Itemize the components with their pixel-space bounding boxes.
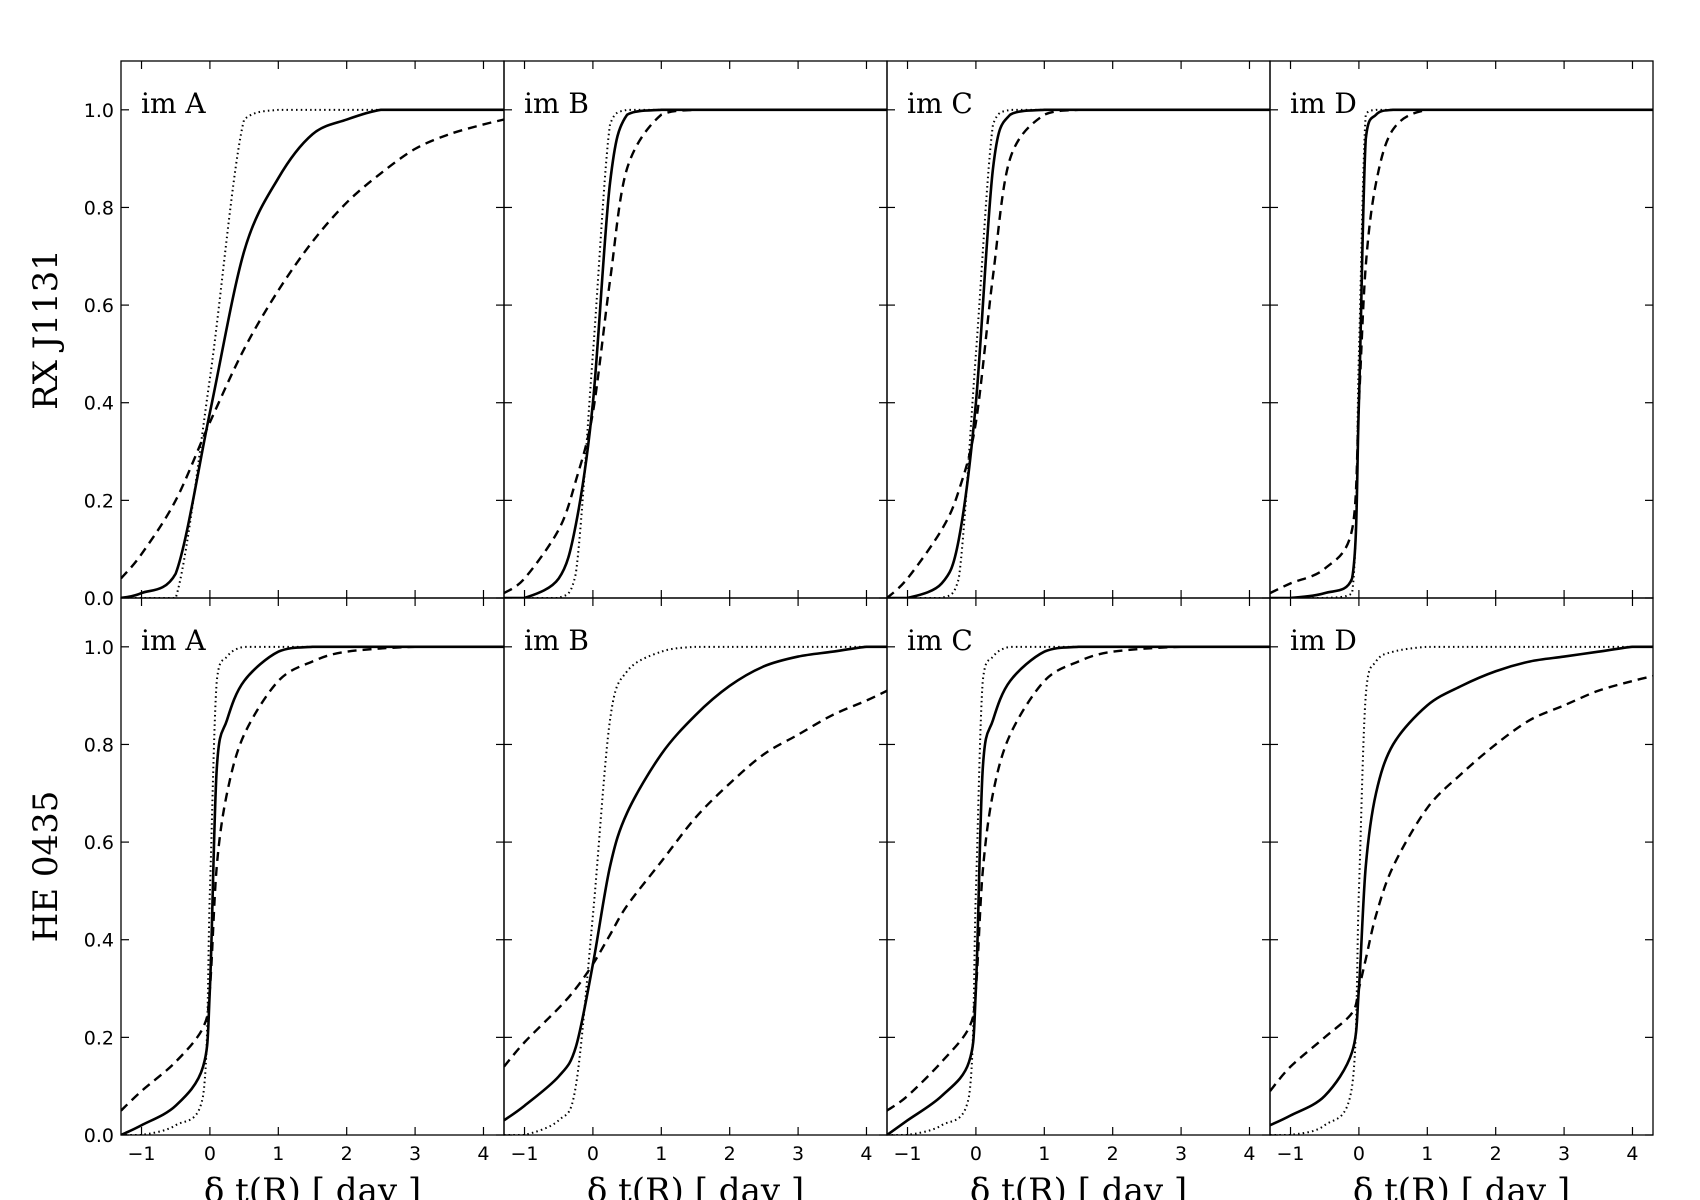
plot-frame xyxy=(120,597,505,1136)
x-tick-label: 3 xyxy=(792,1143,804,1165)
series-line-dotted xyxy=(1270,645,1653,1135)
y-tick-label: 0.2 xyxy=(84,490,114,512)
x-tick-label: 1 xyxy=(1038,1143,1050,1165)
x-axis-label: δ t(R) [ day ] xyxy=(1353,1171,1570,1200)
x-tick-label: −1 xyxy=(128,1143,156,1165)
x-tick-label: 3 xyxy=(1175,1143,1187,1165)
y-tick-label: 0.8 xyxy=(84,734,114,756)
series-line-solid xyxy=(121,645,504,1135)
x-tick-label: 4 xyxy=(860,1143,872,1165)
x-tick-label: 1 xyxy=(272,1143,284,1165)
x-tick-label: −1 xyxy=(894,1143,922,1165)
panel-he0435-im-c: −1 0 1 2 3 4 im C δ t(R) [ day ] xyxy=(886,597,1271,1200)
x-tick-label: −1 xyxy=(1277,1143,1305,1165)
y-tick-label: 0.6 xyxy=(84,832,114,854)
x-tick-label: 3 xyxy=(409,1143,421,1165)
series-line-dotted xyxy=(887,645,1270,1135)
x-tick-label: 4 xyxy=(1243,1143,1255,1165)
y-tick-label: 0.8 xyxy=(84,197,114,219)
y-tick-label: 0.4 xyxy=(84,393,114,415)
panel-rxj1131-im-b: im B xyxy=(503,60,888,599)
plot-frame xyxy=(1269,60,1654,599)
x-axis-label: δ t(R) [ day ] xyxy=(587,1171,804,1200)
panel-he0435-im-a: 0.0 0.2 0.4 0.6 0.8 1.0 −1 0 1 2 3 4 im A δ t(R) [ da… xyxy=(84,597,505,1200)
panel-label: im A xyxy=(141,87,206,120)
y-tick-label: 0.0 xyxy=(84,588,114,610)
panel-label: im C xyxy=(907,87,973,120)
series-line-solid xyxy=(887,645,1270,1135)
series-line-dotted xyxy=(887,108,1270,598)
x-tick-label: 2 xyxy=(724,1143,736,1165)
series-line-dashed xyxy=(121,645,504,1112)
panel-label: im B xyxy=(524,624,589,657)
panel-rxj1131-im-d: im D xyxy=(1269,60,1654,599)
x-tick-label: 3 xyxy=(1558,1143,1570,1165)
x-tick-label: 2 xyxy=(1490,1143,1502,1165)
x-tick-label: 0 xyxy=(970,1143,982,1165)
plot-frame xyxy=(503,60,888,599)
plot-frame xyxy=(503,597,888,1136)
panel-rxj1131-im-c: im C xyxy=(886,60,1271,599)
row-label-he0435: HE 0435 xyxy=(26,791,66,943)
series-line-solid xyxy=(504,645,887,1122)
x-tick-label: 2 xyxy=(1107,1143,1119,1165)
x-tick-label: 1 xyxy=(1421,1143,1433,1165)
x-tick-label: 4 xyxy=(1626,1143,1638,1165)
y-tick-label: 0.0 xyxy=(84,1125,114,1147)
x-tick-label: 4 xyxy=(477,1143,489,1165)
series-line-dashed xyxy=(887,108,1270,598)
plot-frame xyxy=(886,597,1271,1136)
panel-label: im D xyxy=(1290,87,1357,120)
panel-label: im D xyxy=(1290,624,1357,657)
series-line-dashed xyxy=(1270,674,1653,1092)
x-axis-label: δ t(R) [ day ] xyxy=(204,1171,421,1200)
series-line-dotted xyxy=(121,645,504,1135)
series-line-solid xyxy=(1270,108,1653,598)
series-line-dashed xyxy=(887,645,1270,1112)
series-line-dashed xyxy=(504,108,887,595)
series-line-solid xyxy=(121,108,504,598)
panel-he0435-im-d: −1 0 1 2 3 4 im D δ t(R) [ day ] xyxy=(1269,597,1654,1200)
row-label-rxj1131: RX J1131 xyxy=(26,249,66,410)
series-line-dashed xyxy=(121,118,504,580)
y-tick-label: 0.4 xyxy=(84,930,114,952)
series-line-dashed xyxy=(504,689,887,1068)
y-tick-label: 1.0 xyxy=(84,637,114,659)
series-line-dotted xyxy=(121,108,504,598)
x-tick-label: −1 xyxy=(511,1143,539,1165)
panel-label: im A xyxy=(141,624,206,657)
x-tick-label: 1 xyxy=(655,1143,667,1165)
x-axis-label: δ t(R) [ day ] xyxy=(970,1171,1187,1200)
series-line-solid xyxy=(1270,645,1653,1127)
series-line-dotted xyxy=(1270,108,1653,598)
series-line-dotted xyxy=(504,108,887,598)
x-tick-label: 0 xyxy=(204,1143,216,1165)
plot-frame xyxy=(120,60,505,599)
y-tick-label: 0.2 xyxy=(84,1027,114,1049)
x-tick-label: 0 xyxy=(587,1143,599,1165)
y-tick-label: 0.6 xyxy=(84,295,114,317)
panel-he0435-im-b: −1 0 1 2 3 4 im B δ t(R) [ day ] xyxy=(503,597,888,1200)
x-tick-label: 0 xyxy=(1353,1143,1365,1165)
panel-label: im B xyxy=(524,87,589,120)
panel-label: im C xyxy=(907,624,973,657)
series-line-solid xyxy=(504,108,887,598)
plot-frame xyxy=(886,60,1271,599)
plot-frame xyxy=(1269,597,1654,1136)
panel-rxj1131-im-a: 0.0 0.2 0.4 0.6 0.8 1.0 im A xyxy=(84,60,505,610)
series-line-dotted xyxy=(504,645,887,1135)
series-line-dashed xyxy=(1270,108,1653,595)
y-tick-label: 1.0 xyxy=(84,100,114,122)
x-tick-label: 2 xyxy=(341,1143,353,1165)
